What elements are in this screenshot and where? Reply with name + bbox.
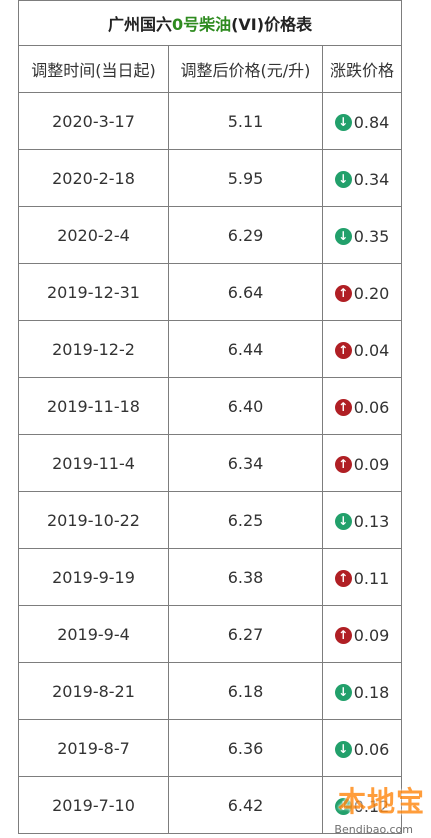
change-value: 0.84 [353, 112, 390, 132]
change-value: 0.06 [353, 397, 390, 417]
date-cell: 2020-3-17 [18, 92, 169, 150]
table-row: 2020-2-4 6.29 ↓ 0.35 [18, 206, 403, 264]
price-cell: 6.25 [168, 491, 323, 549]
table-row: 2019-7-10 6.42 ↓ 0.12 [18, 776, 403, 834]
price-table: 广州国六0号柴油(VI)价格表 调整时间(当日起) 调整后价格(元/升) 涨跌价… [17, 0, 403, 834]
arrow-up-circle-icon: ↑ [334, 569, 352, 587]
date-cell: 2019-10-22 [18, 491, 169, 549]
price-cell: 6.42 [168, 776, 323, 834]
price-cell: 6.44 [168, 320, 323, 378]
change-cell: ↑ 0.09 [321, 605, 403, 663]
arrow-down-circle-icon: ↓ [334, 227, 352, 245]
table-row: 2019-10-22 6.25 ↓ 0.13 [18, 491, 403, 549]
arrow-up-circle-icon: ↑ [334, 398, 352, 416]
change-cell: ↓ 0.34 [321, 149, 403, 207]
title-part-1: 广州国六 [107, 15, 172, 34]
date-cell: 2019-11-4 [18, 434, 169, 492]
price-cell: 5.95 [168, 149, 323, 207]
change-cell: ↓ 0.35 [321, 206, 403, 264]
table-row: 2019-11-18 6.40 ↑ 0.06 [18, 377, 403, 435]
change-cell: ↓ 0.06 [321, 719, 403, 777]
title-part-2: 0号柴油 [171, 15, 232, 34]
price-cell: 5.11 [168, 92, 323, 150]
title-part-3: (VI) [231, 15, 265, 34]
arrow-down-circle-icon: ↓ [334, 512, 352, 530]
table-row: 2019-8-21 6.18 ↓ 0.18 [18, 662, 403, 720]
change-cell: ↑ 0.06 [321, 377, 403, 435]
date-cell: 2019-7-10 [18, 776, 169, 834]
change-value: 0.04 [353, 340, 390, 360]
change-cell: ↑ 0.04 [321, 320, 403, 378]
table-row: 2019-8-7 6.36 ↓ 0.06 [18, 719, 403, 777]
table-row: 2019-9-19 6.38 ↑ 0.11 [18, 548, 403, 606]
change-value: 0.09 [353, 625, 390, 645]
arrow-down-circle-icon: ↓ [334, 170, 352, 188]
change-value: 0.13 [353, 511, 390, 531]
change-cell: ↓ 0.18 [321, 662, 403, 720]
date-cell: 2019-12-2 [18, 320, 169, 378]
change-value: 0.12 [353, 796, 390, 816]
price-cell: 6.38 [168, 548, 323, 606]
header-change: 涨跌价格 [321, 45, 403, 93]
date-cell: 2020-2-18 [18, 149, 169, 207]
change-cell: ↓ 0.12 [321, 776, 403, 834]
arrow-up-circle-icon: ↑ [334, 284, 352, 302]
table-row: 2019-12-2 6.44 ↑ 0.04 [18, 320, 403, 378]
header-price: 调整后价格(元/升) [168, 45, 323, 93]
change-value: 0.06 [353, 739, 390, 759]
date-cell: 2019-11-18 [18, 377, 169, 435]
header-row: 调整时间(当日起) 调整后价格(元/升) 涨跌价格 [18, 45, 403, 93]
arrow-down-circle-icon: ↓ [334, 683, 352, 701]
price-cell: 6.36 [168, 719, 323, 777]
date-cell: 2019-8-21 [18, 662, 169, 720]
watermark: 本地宝 Bendibao.com [299, 774, 427, 838]
arrow-down-circle-icon: ↓ [334, 740, 352, 758]
change-cell: ↓ 0.84 [321, 92, 403, 150]
date-cell: 2019-9-4 [18, 605, 169, 663]
arrow-up-circle-icon: ↑ [334, 455, 352, 473]
watermark-url: Bendibao.com [334, 823, 413, 836]
date-cell: 2019-9-19 [18, 548, 169, 606]
change-value: 0.09 [353, 454, 390, 474]
table-row: 2019-11-4 6.34 ↑ 0.09 [18, 434, 403, 492]
change-cell: ↑ 0.09 [321, 434, 403, 492]
date-cell: 2020-2-4 [18, 206, 169, 264]
arrow-up-circle-icon: ↑ [334, 626, 352, 644]
table-row: 2020-3-17 5.11 ↓ 0.84 [18, 92, 403, 150]
header-date: 调整时间(当日起) [18, 45, 169, 93]
arrow-down-circle-icon: ↓ [334, 797, 352, 815]
arrow-down-circle-icon: ↓ [334, 113, 352, 131]
table-row: 2019-9-4 6.27 ↑ 0.09 [18, 605, 403, 663]
change-value: 0.18 [353, 682, 390, 702]
change-cell: ↑ 0.20 [321, 263, 403, 321]
change-value: 0.34 [353, 169, 390, 189]
arrow-up-circle-icon: ↑ [334, 341, 352, 359]
price-cell: 6.64 [168, 263, 323, 321]
title-part-4: 价格表 [264, 15, 313, 34]
table-row: 2019-12-31 6.64 ↑ 0.20 [18, 263, 403, 321]
change-value: 0.11 [353, 568, 390, 588]
price-cell: 6.29 [168, 206, 323, 264]
price-cell: 6.40 [168, 377, 323, 435]
date-cell: 2019-8-7 [18, 719, 169, 777]
change-value: 0.20 [353, 283, 390, 303]
change-cell: ↓ 0.13 [321, 491, 403, 549]
price-cell: 6.18 [168, 662, 323, 720]
change-cell: ↑ 0.11 [321, 548, 403, 606]
price-cell: 6.34 [168, 434, 323, 492]
date-cell: 2019-12-31 [18, 263, 169, 321]
price-cell: 6.27 [168, 605, 323, 663]
watermark-logo: 本地宝 [337, 785, 425, 818]
table-row: 2020-2-18 5.95 ↓ 0.34 [18, 149, 403, 207]
change-value: 0.35 [353, 226, 390, 246]
table-title: 广州国六0号柴油(VI)价格表 [17, 0, 403, 46]
